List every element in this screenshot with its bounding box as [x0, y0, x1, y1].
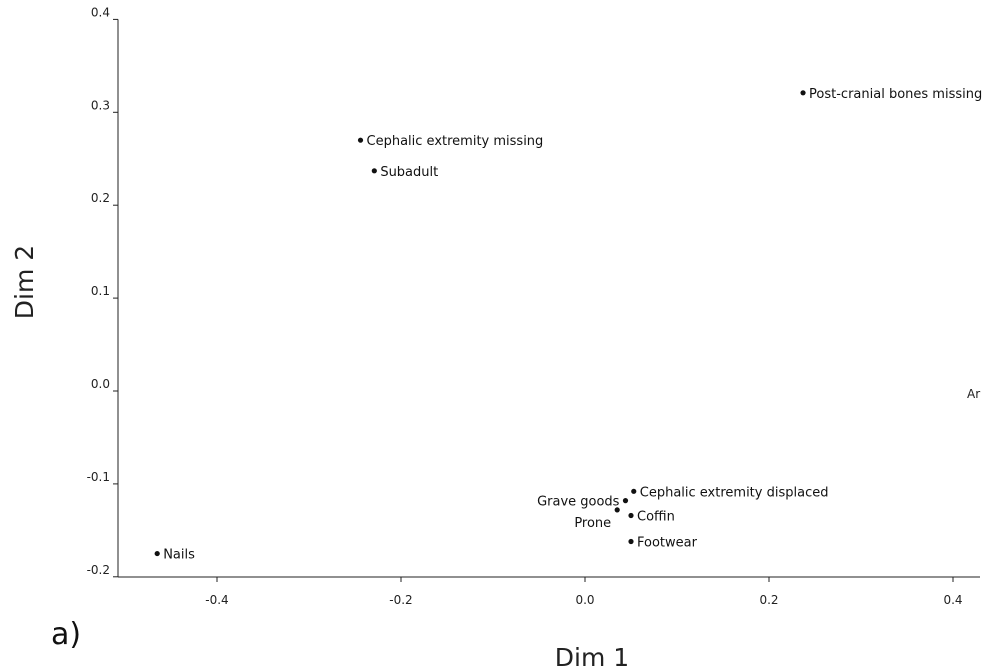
- x-tick-label: -0.4: [205, 593, 228, 607]
- data-point: [357, 137, 364, 143]
- y-ticks: 0.4 0.3 0.2 0.1 0.0 -0.1 -0.2: [87, 5, 118, 578]
- annotation-ar: Ar: [967, 387, 980, 401]
- data-point: [622, 498, 629, 504]
- y-tick-label: -0.1: [87, 470, 110, 484]
- point-label: Grave goods: [537, 495, 620, 510]
- x-tick-label: 0.2: [759, 593, 778, 607]
- y-tick-label: 0.0: [91, 377, 110, 391]
- data-point: [628, 512, 634, 519]
- point-label: Subadult: [380, 165, 438, 180]
- y-tick-label: 0.1: [91, 284, 110, 298]
- data-point: [800, 90, 806, 96]
- data-point: [628, 538, 634, 545]
- y-tick-label: 0.3: [91, 98, 110, 112]
- x-axis-title: Dim 1: [555, 643, 629, 672]
- point-label: Prone: [574, 516, 611, 531]
- x-ticks: -0.4 -0.2 0.0 0.2 0.4: [205, 577, 963, 607]
- point-label: Post-cranial bones missing: [809, 87, 982, 102]
- y-axis-title: Dim 2: [10, 245, 39, 319]
- y-tick-label: 0.4: [91, 5, 110, 19]
- data-points: Post-cranial bones missing Cephalic extre…: [154, 87, 982, 563]
- point-label: Footwear: [637, 535, 698, 550]
- x-tick-label: -0.2: [389, 593, 412, 607]
- data-point: [614, 507, 620, 513]
- data-point: [371, 168, 377, 174]
- point-label: Nails: [163, 548, 195, 563]
- data-point: [154, 550, 160, 557]
- axes: [117, 19, 980, 578]
- point-label: Coffin: [637, 509, 675, 524]
- y-tick-label: -0.2: [87, 563, 110, 577]
- x-tick-label: 0.4: [943, 593, 962, 607]
- panel-label: a): [51, 617, 81, 652]
- point-label: Cephalic extremity displaced: [640, 485, 829, 500]
- x-tick-label: 0.0: [575, 593, 594, 607]
- y-tick-label: 0.2: [91, 191, 110, 205]
- data-point: [631, 488, 637, 494]
- point-label: Cephalic extremity missing: [367, 134, 544, 149]
